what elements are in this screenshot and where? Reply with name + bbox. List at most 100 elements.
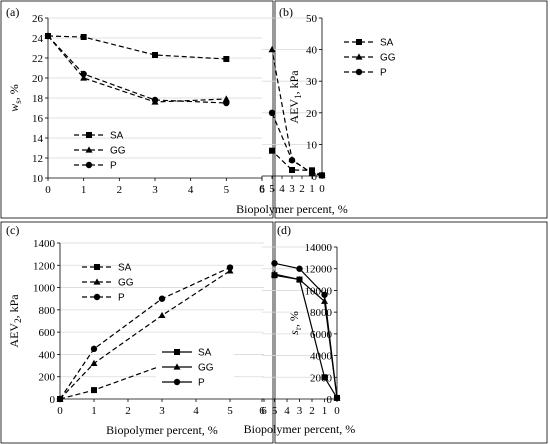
- legend-label-p: P: [380, 68, 387, 79]
- x-tick-label: 6: [259, 183, 265, 195]
- legend-marker-p: [173, 378, 181, 386]
- y-tick-label: 10: [306, 139, 318, 151]
- x-tick-label: 5: [272, 405, 278, 417]
- y-tick-label: 24: [32, 33, 44, 45]
- series-line-sa: [47, 35, 227, 60]
- legend-marker-p: [93, 293, 101, 301]
- x-tick-label: 2: [117, 184, 123, 196]
- x-axis-title: Biopolymer percent, %: [244, 422, 356, 436]
- x-tick-label: 2: [125, 405, 131, 417]
- legend: SA GG P: [74, 131, 126, 172]
- y-tick-label: 30: [306, 76, 318, 88]
- x-tick-label: 4: [193, 405, 199, 417]
- y-tick-label: 18: [32, 93, 44, 105]
- legend-label-sa: SA: [110, 131, 124, 142]
- y-tick-label: 1000: [33, 283, 56, 295]
- x-tick-label: 0: [57, 405, 63, 417]
- x-tick-label: 1: [322, 405, 328, 417]
- y-tick-label: 8000: [310, 307, 333, 319]
- panel-label-a: (a): [6, 5, 19, 19]
- y-tick-label: 4000: [310, 351, 333, 363]
- y-tick-label: 200: [39, 372, 56, 384]
- y-tick-label: 50: [306, 13, 318, 25]
- y-tick-label: 26: [32, 13, 44, 25]
- data-point-gg: [80, 74, 88, 81]
- panel-c: (c) 0 200 400 600 800 1000 1200 1400 0 1 2 3 4 5 6 Biop…: [0, 221, 274, 444]
- data-point-p: [333, 394, 341, 402]
- data-point-sa: [80, 34, 87, 40]
- y-axis-title: AEV1, kPa: [287, 70, 303, 124]
- legend-label-gg: GG: [110, 146, 126, 157]
- series-line-p: [47, 35, 227, 104]
- legend-marker-sa: [86, 132, 92, 138]
- data-point-p: [271, 260, 278, 267]
- x-tick-label: 4: [188, 184, 194, 196]
- series-line-sa: [59, 353, 231, 400]
- data-point-p: [151, 96, 159, 104]
- data-point-gg: [222, 95, 230, 102]
- y-tick-label: 600: [39, 327, 56, 339]
- series-line-p: [274, 262, 338, 398]
- y-tick-label: 12000: [305, 264, 333, 276]
- series-line-gg: [59, 270, 231, 400]
- x-tick-label: 5: [227, 405, 233, 417]
- data-point-p: [321, 291, 328, 298]
- series-line-gg: [47, 35, 227, 103]
- y-tick-label: 2000: [310, 372, 333, 384]
- x-tick-label: 0: [334, 405, 340, 417]
- data-point-sa: [91, 387, 97, 394]
- y-axis-title: ws, %: [7, 84, 23, 112]
- legend-label-p: P: [118, 293, 125, 304]
- legend-marker-gg: [85, 146, 93, 153]
- data-point-gg: [268, 46, 276, 53]
- y-tick-label: 20: [32, 73, 44, 85]
- y-tick-label: 0: [50, 394, 56, 406]
- y-tick-label: 1200: [33, 260, 56, 272]
- data-point-p: [80, 70, 87, 78]
- data-point-p: [308, 169, 316, 177]
- legend-marker-p: [355, 68, 363, 76]
- legend-marker-gg: [93, 278, 101, 285]
- data-point-sa: [223, 56, 230, 62]
- panel-label-b: (b): [279, 5, 293, 19]
- y-tick-label: 22: [32, 53, 43, 65]
- y-tick-label: 20: [306, 108, 318, 120]
- panel-d: (d) 020004000600080001000012000140000123…: [156, 221, 548, 444]
- panel-frame: [274, 0, 548, 219]
- x-tick-label: 3: [289, 183, 295, 195]
- x-axis-title: Biopolymer percent, %: [106, 423, 218, 437]
- legend: SA GG P: [344, 38, 396, 79]
- data-point-p: [226, 264, 234, 271]
- x-tick-label: 2: [299, 183, 305, 195]
- data-point-sa: [289, 166, 295, 173]
- x-tick-label: 0: [319, 183, 325, 195]
- y-tick-label: 800: [39, 305, 56, 317]
- y-tick-label: 0: [327, 394, 333, 406]
- y-axis-title: sr, %: [287, 311, 303, 335]
- legend-label-sa: SA: [380, 38, 394, 49]
- data-point-p: [90, 345, 98, 353]
- data-point-gg: [296, 275, 303, 283]
- x-tick-label: 5: [269, 183, 275, 195]
- legend-label-p: P: [198, 378, 205, 389]
- data-point-p: [158, 295, 166, 302]
- legend: SA GG P: [82, 263, 134, 304]
- legend-label-p: P: [110, 161, 117, 172]
- legend-label-sa: SA: [198, 348, 212, 359]
- data-point-sa: [152, 52, 158, 58]
- data-point-gg: [158, 311, 166, 319]
- legend-label-gg: GG: [380, 53, 396, 64]
- x-tick-label: 1: [91, 405, 97, 417]
- x-axis-title: Biopolymer percent, %: [236, 202, 348, 216]
- y-tick-label: 6000: [310, 329, 333, 341]
- legend-marker-sa: [174, 349, 180, 355]
- data-point-gg: [271, 270, 278, 277]
- legend-label-gg: GG: [198, 363, 214, 374]
- y-tick-label: 14000: [305, 242, 333, 254]
- x-tick-label: 3: [297, 405, 303, 417]
- legend-marker-p: [85, 161, 93, 169]
- x-tick-label: 4: [279, 183, 285, 195]
- y-tick-label: 16: [32, 113, 44, 125]
- y-tick-label: 1400: [33, 238, 56, 250]
